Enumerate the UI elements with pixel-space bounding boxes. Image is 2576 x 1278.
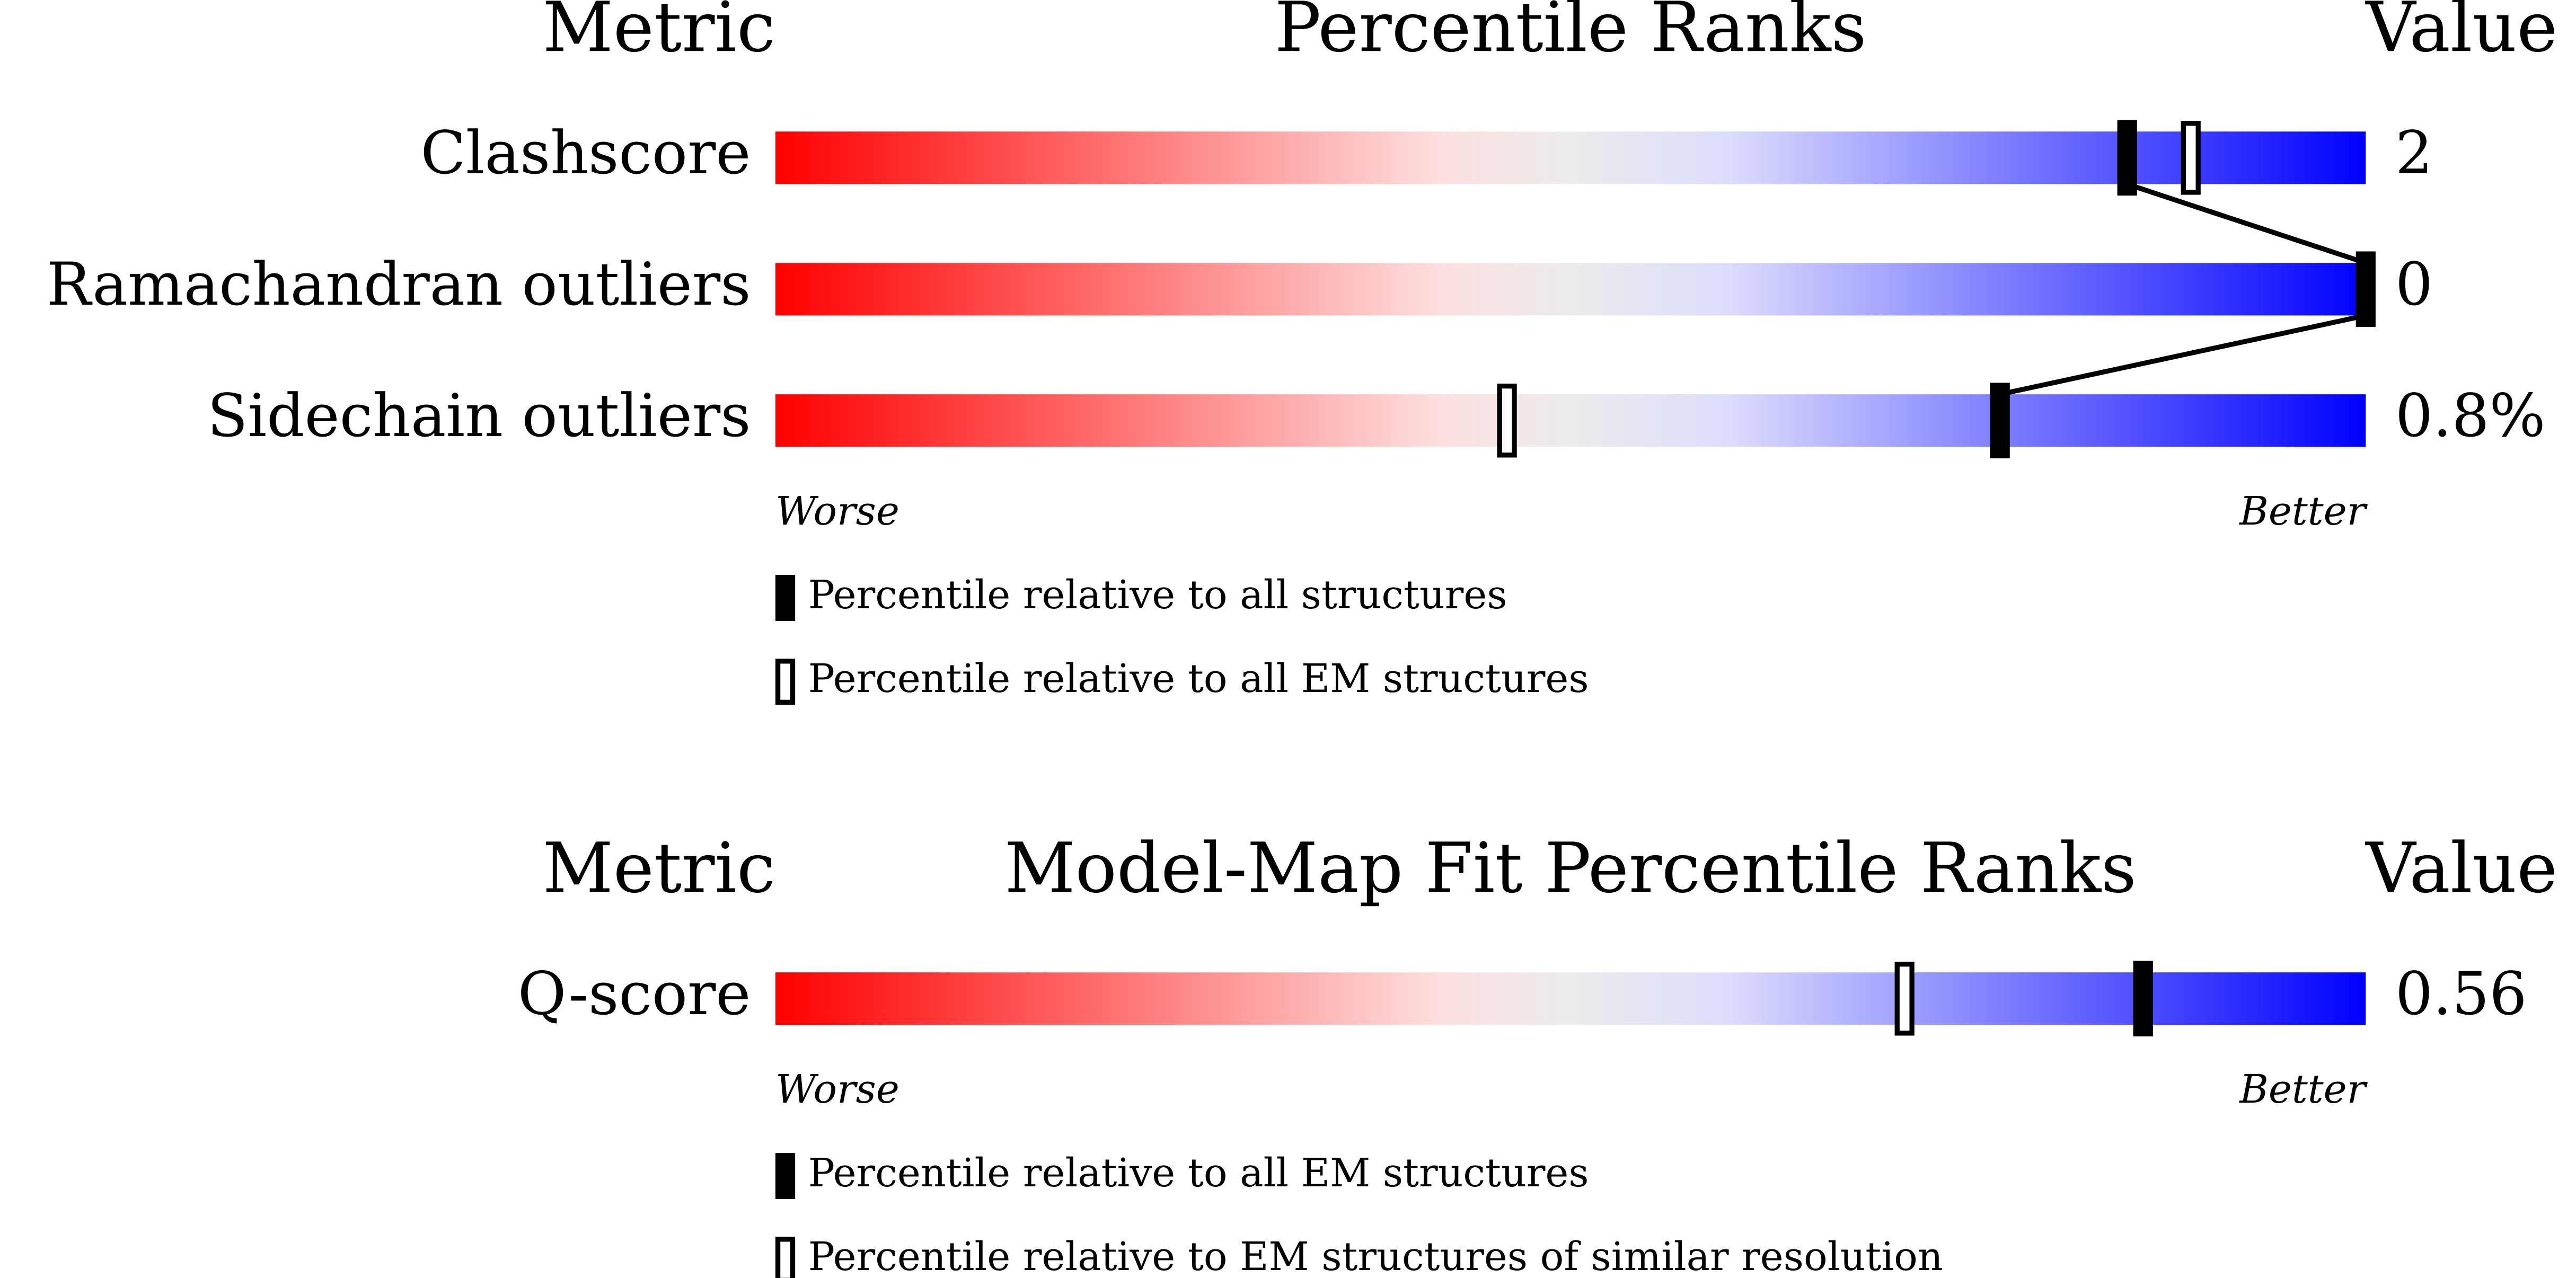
legend-text: Percentile relative to all EM structures bbox=[808, 1150, 1589, 1196]
percentile-marker-hollow bbox=[1497, 384, 1517, 458]
legend-text: Percentile relative to EM structures of … bbox=[808, 1233, 1943, 1278]
percentile-marker bbox=[2133, 961, 2153, 1037]
better-label: Better bbox=[2238, 488, 2368, 534]
legend-swatch bbox=[775, 1153, 796, 1199]
better-label: Better bbox=[2238, 1066, 2368, 1112]
metric-value: 2 bbox=[2395, 119, 2433, 188]
percentile-bar bbox=[775, 131, 2366, 184]
legend-swatch-hollow bbox=[775, 659, 796, 705]
percentile-bar bbox=[775, 263, 2366, 316]
percentile-marker-hollow bbox=[2181, 121, 2201, 195]
connector-line bbox=[2126, 182, 2367, 265]
percentile-marker-hollow bbox=[1894, 962, 1915, 1036]
metric-value: 0 bbox=[2395, 250, 2433, 319]
legend-swatch bbox=[775, 575, 796, 621]
value-header: Value bbox=[2365, 828, 2557, 908]
panel-title: Model-Map Fit Percentile Ranks bbox=[1004, 828, 2137, 908]
metric-label: Clashscore bbox=[420, 119, 751, 188]
legend-text: Percentile relative to all structures bbox=[808, 572, 1507, 618]
metric-value: 0.56 bbox=[2395, 960, 2527, 1028]
panel-title: Percentile Ranks bbox=[1275, 0, 1867, 67]
metric-label: Q-score bbox=[518, 960, 751, 1028]
metric-label: Ramachandran outliers bbox=[47, 250, 751, 319]
worse-label: Worse bbox=[775, 488, 899, 534]
metric-value: 0.8% bbox=[2395, 381, 2545, 450]
metric-label: Sidechain outliers bbox=[207, 381, 751, 450]
worse-label: Worse bbox=[775, 1066, 899, 1112]
percentile-marker bbox=[2117, 120, 2137, 196]
metric-header: Metric bbox=[543, 828, 775, 908]
legend-text: Percentile relative to all EM structures bbox=[808, 655, 1589, 702]
connector-line bbox=[1999, 313, 2367, 397]
value-header: Value bbox=[2365, 0, 2557, 67]
percentile-bar bbox=[775, 972, 2366, 1025]
percentile-bar bbox=[775, 394, 2366, 447]
legend-swatch-hollow bbox=[775, 1237, 796, 1278]
metric-header: Metric bbox=[543, 0, 775, 67]
